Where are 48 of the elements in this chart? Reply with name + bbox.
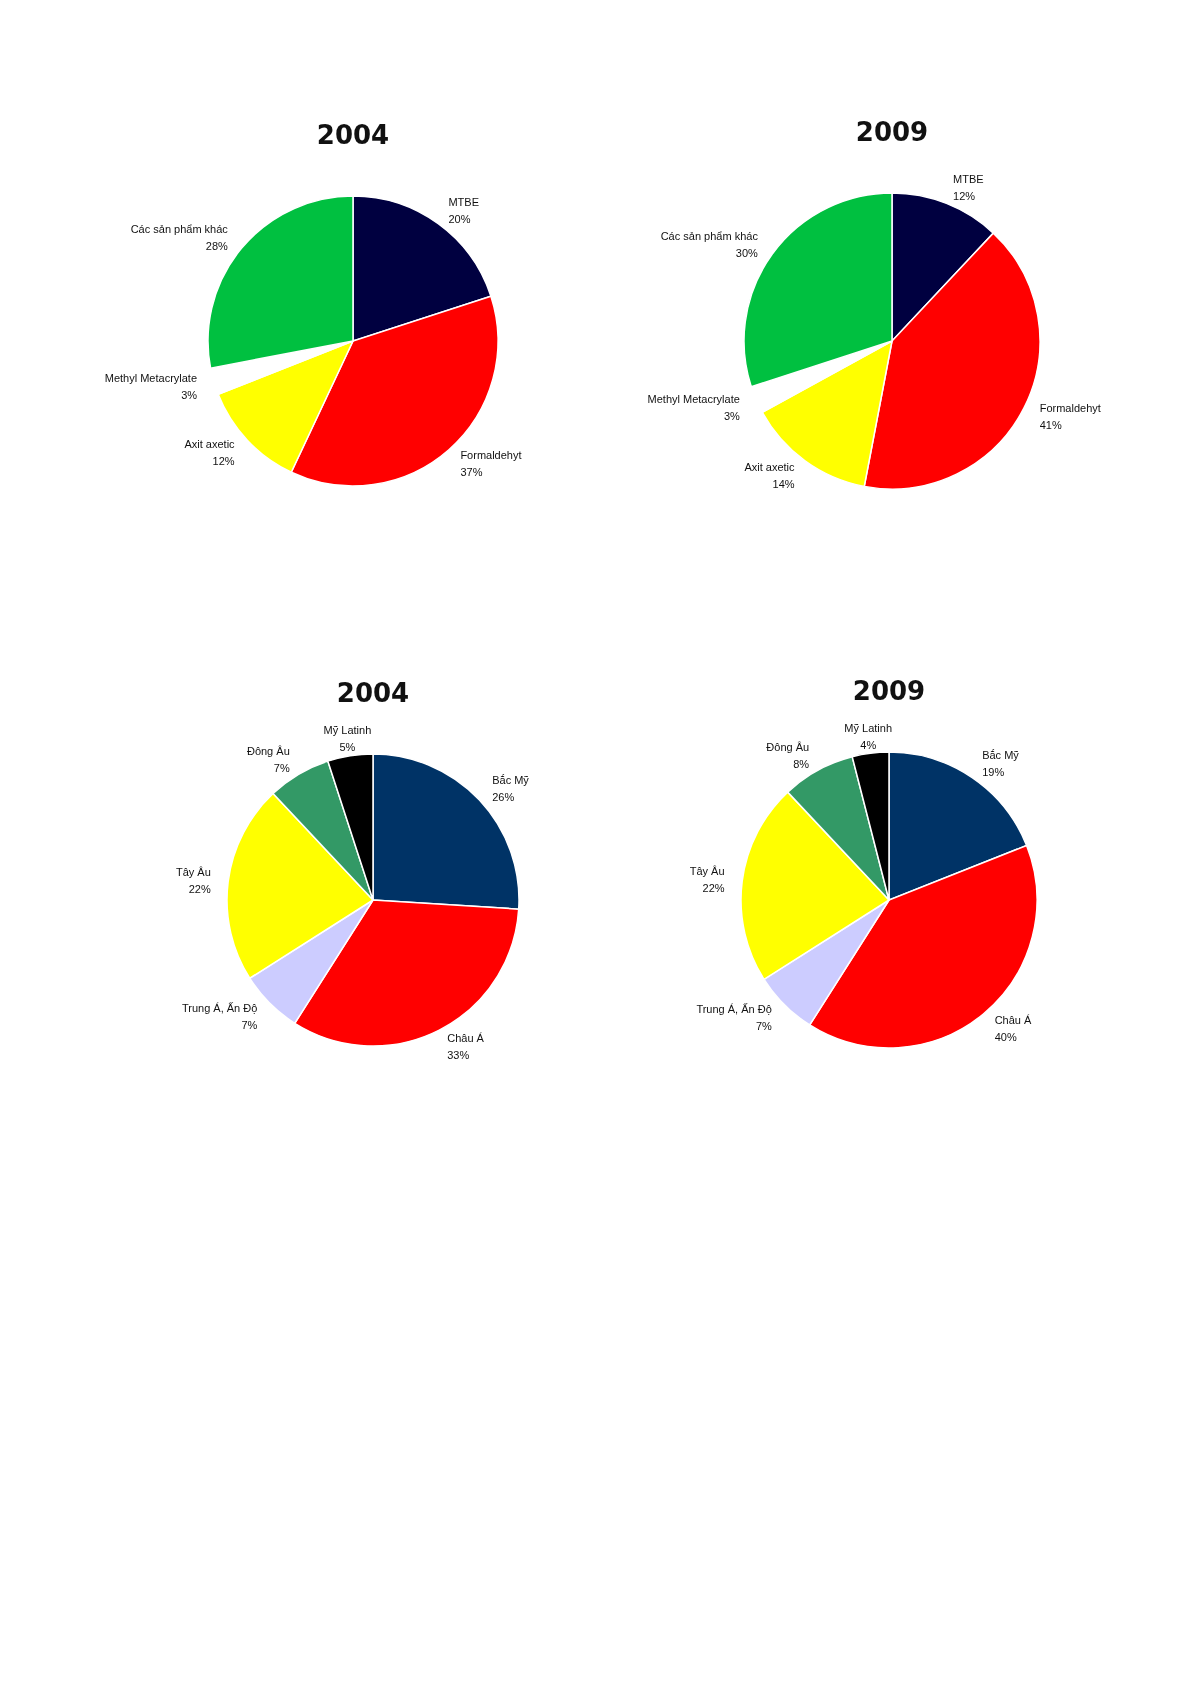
data-label: 20% [448,212,471,225]
data-label: 12% [212,455,235,468]
data-label: 30% [735,246,759,259]
data-label: 4% [860,738,877,751]
data-label: 40% [994,1030,1017,1043]
chart-title: 2009 [852,676,926,706]
data-label: 7% [755,1020,772,1033]
chart-title: 2004 [336,678,410,708]
slice-label: Axit axetic [184,438,236,451]
slice-label: Mỹ Latinh [323,724,372,737]
data-label: 7% [241,1018,258,1031]
data-label: 33% [447,1048,470,1061]
slice-label: Bắc Mỹ [982,748,1020,761]
slice-label: Đông Âu [766,740,810,753]
data-label: 8% [793,757,810,770]
slice-label: Trung Á, Ấn Độ [181,1001,258,1014]
data-label: 22% [188,882,211,895]
slice-label: Tây Âu [689,865,725,878]
data-label: 19% [982,765,1005,778]
data-label: 3% [181,389,198,402]
chart-title: 2009 [855,117,929,147]
slice-label: Methyl Metacrylate [104,372,198,385]
slice-label: Bắc Mỹ [492,774,530,787]
slice-label: Methyl Metacrylate [647,392,740,405]
data-label: 7% [273,762,290,775]
slice-label: Tây Âu [175,865,211,878]
data-label: 14% [772,478,795,491]
data-label: 28% [205,240,229,253]
data-label: 3% [723,409,741,422]
slice-label: Châu Á [994,1013,1033,1026]
slice-label: Các sản phẩm khác [660,229,759,242]
slice-label: Formaldehyt [1039,402,1101,415]
slice-label: Trung Á, Ấn Độ [696,1003,772,1016]
slice-label: Mỹ Latinh [844,721,893,734]
data-label: 37% [460,465,483,478]
chart-title: 2004 [316,120,390,150]
slice-label: Đông Âu [246,745,290,758]
slice-label: Châu Á [447,1031,485,1044]
data-label: 22% [702,882,725,895]
slice-label: MTBE [953,172,984,185]
data-label: 5% [339,741,356,754]
slice-label: Các sản phẩm khác [130,223,229,236]
slice-label: Formaldehyt [460,448,522,461]
data-label: 41% [1039,419,1062,432]
slice-label: MTBE [448,195,480,208]
data-label: 12% [953,189,976,202]
slice-label: Axit axetic [744,461,796,474]
data-label: 26% [492,791,515,804]
